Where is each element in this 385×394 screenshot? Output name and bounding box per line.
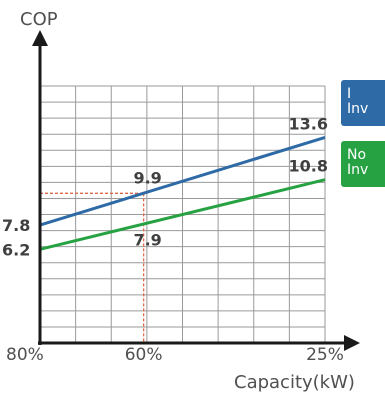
x-tick-labels: 80% 60% 25% bbox=[6, 345, 344, 365]
point-label: 9.9 bbox=[133, 168, 161, 187]
x-axis-arrow bbox=[344, 335, 360, 351]
series-line-1 bbox=[39, 135, 326, 227]
point-label: 10.8 bbox=[289, 157, 328, 176]
point-label: 7.8 bbox=[2, 216, 30, 235]
x-tick-label: 80% bbox=[6, 345, 44, 365]
point-labels: 7.8 9.9 13.6 6.2 7.9 10.8 bbox=[2, 114, 328, 259]
series-lines bbox=[39, 135, 326, 251]
axes bbox=[32, 30, 360, 351]
point-label: 7.9 bbox=[133, 231, 161, 250]
x-tick-label: 25% bbox=[306, 345, 344, 365]
y-axis-arrow bbox=[32, 30, 48, 46]
point-label: 13.6 bbox=[289, 114, 328, 133]
legend-item-1: I Inv bbox=[341, 80, 385, 126]
x-axis-title: Capacity(kW) bbox=[234, 372, 355, 393]
series-line-2 bbox=[39, 178, 326, 251]
x-tick-label: 60% bbox=[125, 345, 163, 365]
legend-item-2: No Inv bbox=[341, 141, 385, 187]
guide-lines bbox=[40, 192, 145, 343]
y-axis-title: COP bbox=[20, 9, 58, 30]
point-label: 6.2 bbox=[2, 240, 30, 259]
